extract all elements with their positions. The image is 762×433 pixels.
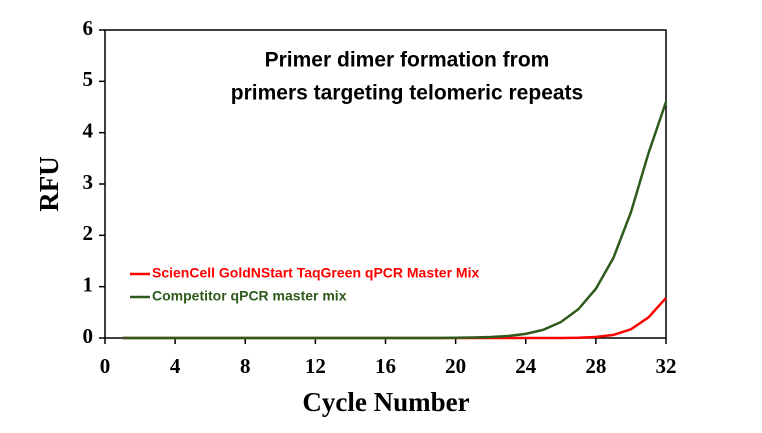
x-tick-label: 24: [515, 354, 537, 378]
x-tick-label: 4: [170, 354, 181, 378]
y-tick-label: 2: [83, 221, 94, 245]
y-tick-label: 5: [83, 67, 94, 91]
y-tick-label: 0: [83, 324, 94, 348]
legend-label: ScienCell GoldNStart TaqGreen qPCR Maste…: [152, 265, 479, 281]
legend-label: Competitor qPCR master mix: [152, 288, 347, 304]
y-tick-label: 4: [83, 118, 94, 142]
x-tick-label: 20: [445, 354, 466, 378]
x-tick-label: 28: [585, 354, 606, 378]
y-tick-label: 3: [83, 170, 94, 194]
y-axis-label: RFU: [34, 156, 64, 212]
y-tick-label: 6: [83, 16, 94, 40]
chart-title: primers targeting telomeric repeats: [231, 82, 583, 105]
x-axis-label: Cycle Number: [302, 387, 469, 417]
x-tick-label: 12: [305, 354, 326, 378]
series-line: [122, 101, 668, 340]
x-tick-label: 0: [100, 354, 111, 378]
x-tick-label: 32: [656, 354, 677, 378]
x-tick-label: 16: [375, 354, 396, 378]
x-tick-label: 8: [240, 354, 251, 378]
y-tick-label: 1: [83, 272, 94, 296]
chart-title: Primer dimer formation from: [265, 49, 550, 72]
